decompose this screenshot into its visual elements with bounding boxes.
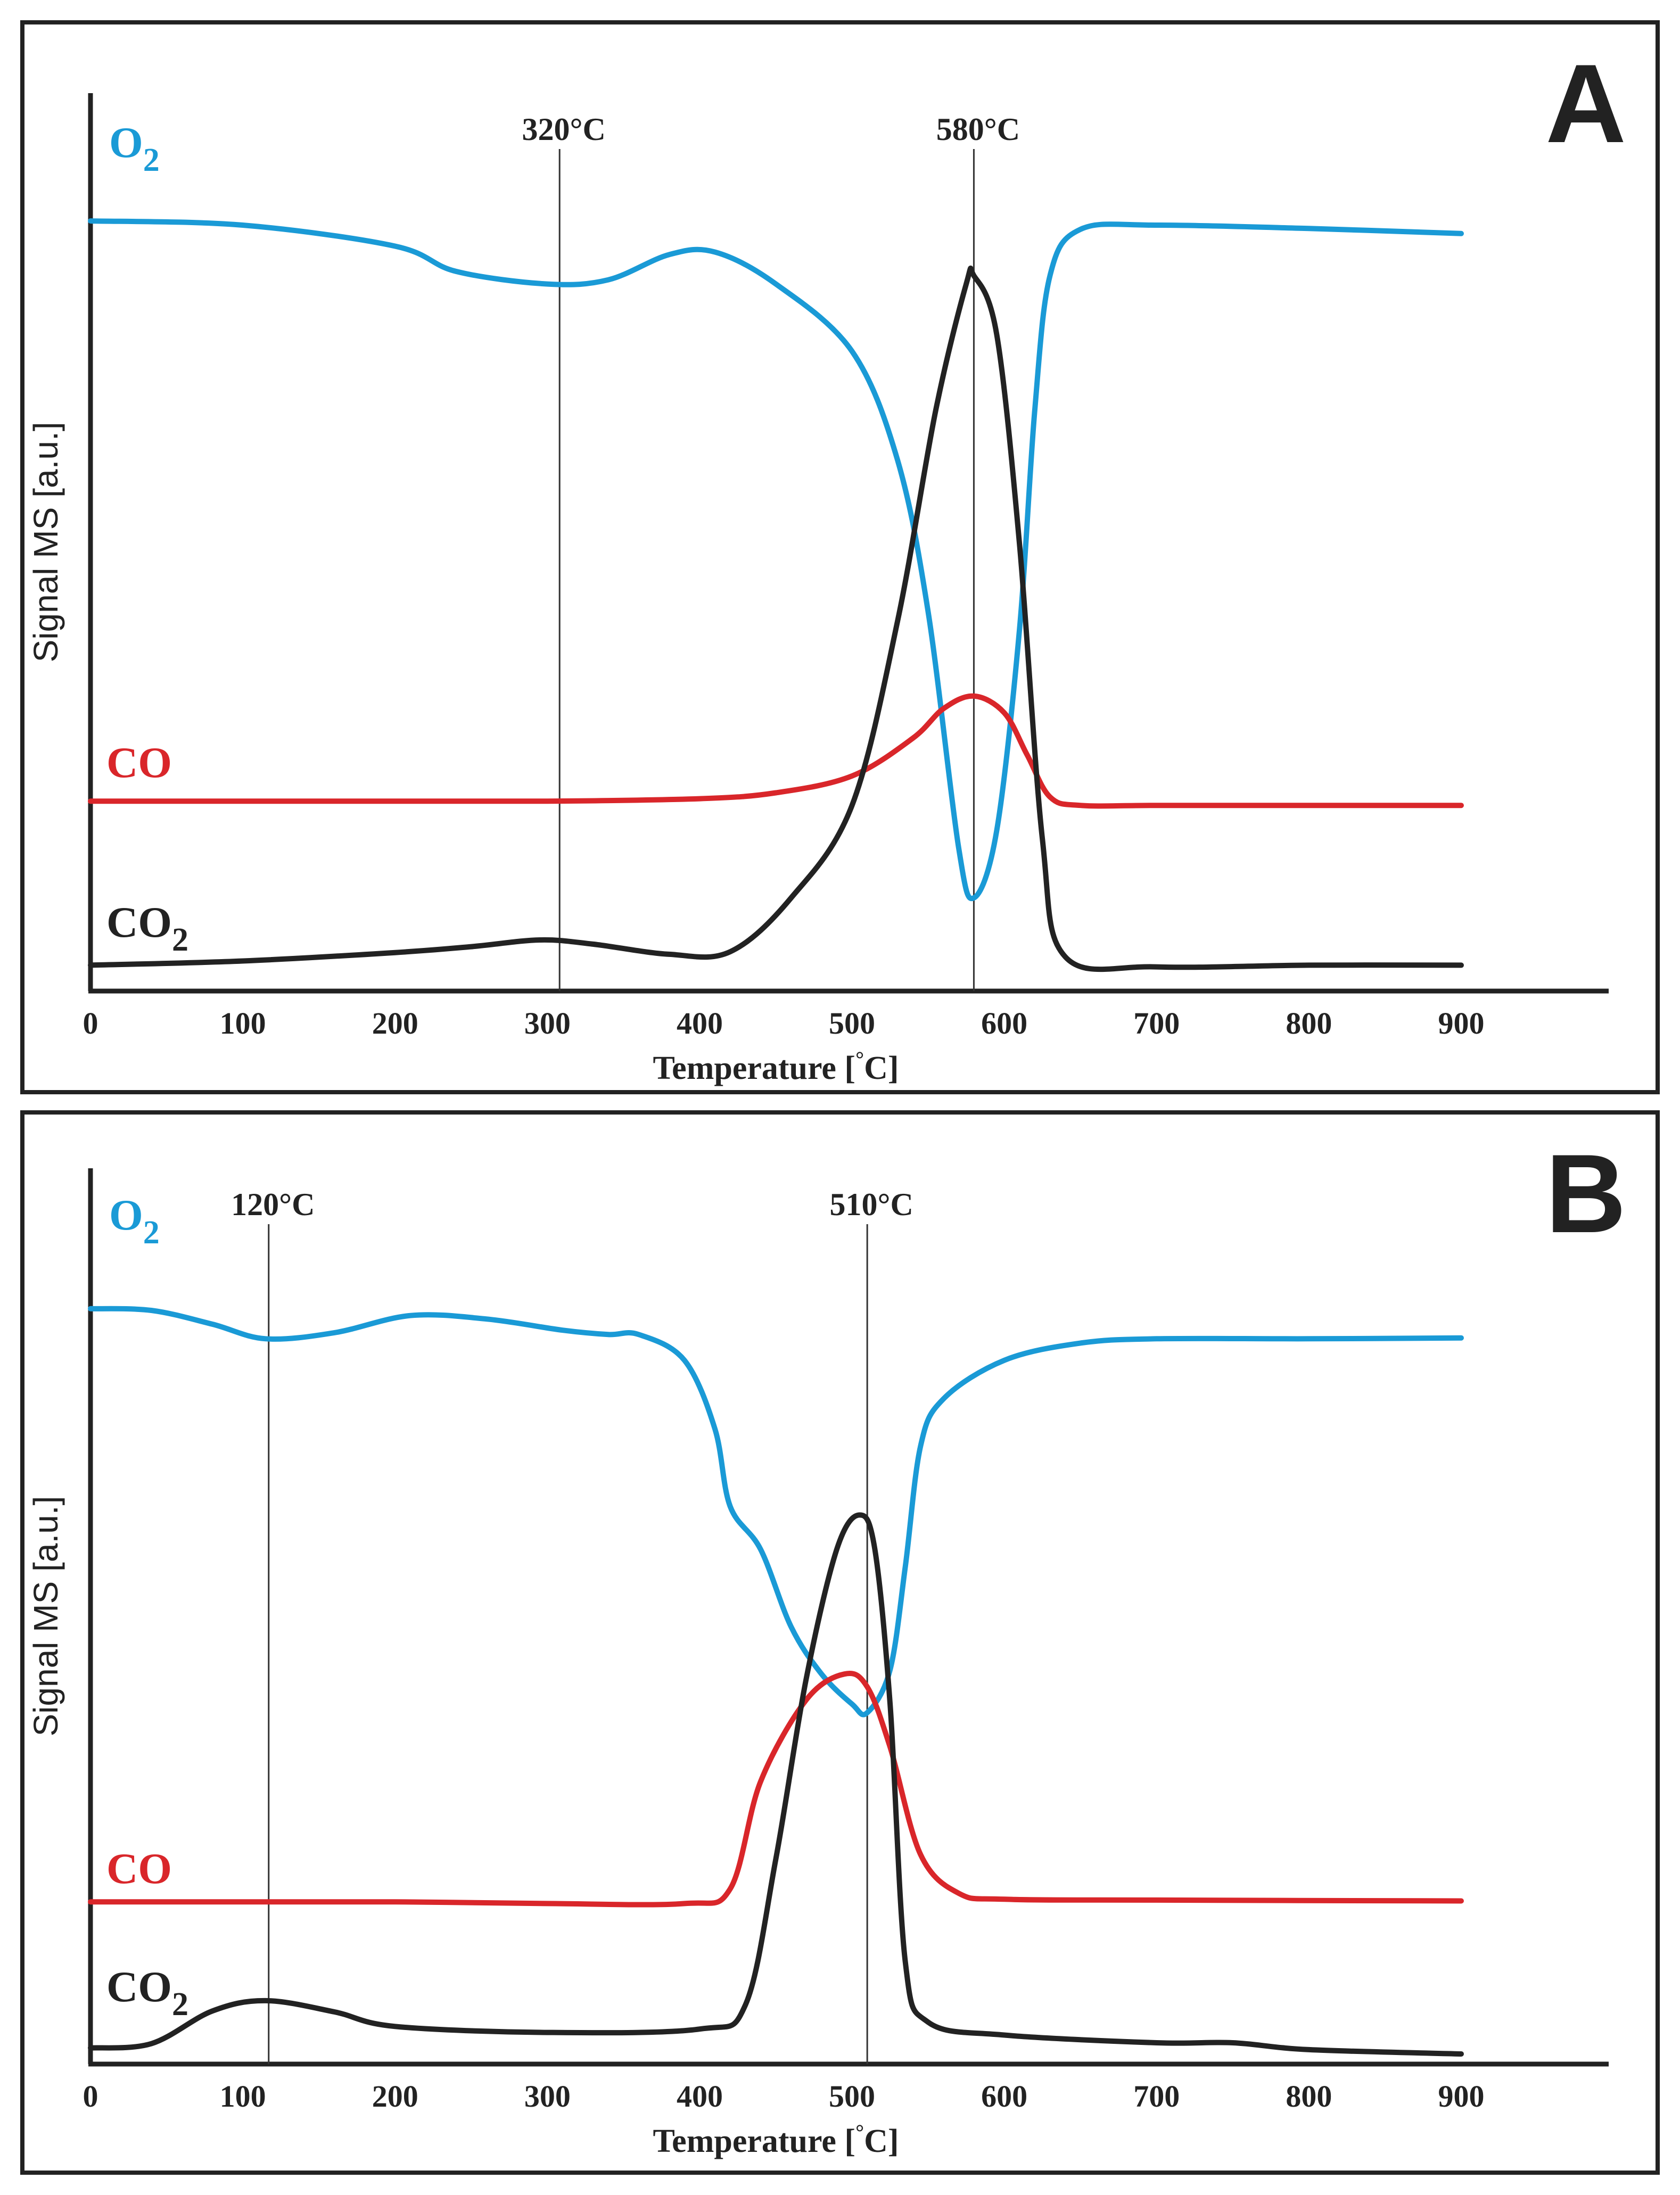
series-line-o2: [88, 218, 1464, 902]
x-tick-label: 0: [83, 1006, 98, 1041]
series-label-co2: CO2: [106, 1962, 188, 2023]
x-tick-label: 300: [524, 1006, 571, 1041]
series-label-co2: CO2: [106, 898, 188, 958]
x-tick-label: 500: [829, 2079, 875, 2114]
panel-frame: [20, 1110, 1660, 2175]
panel-label: B: [1545, 1131, 1626, 1256]
x-tick-label: 100: [220, 2079, 266, 2114]
x-tick-label: 100: [220, 1006, 266, 1041]
panel-frame: [20, 20, 1660, 1094]
x-tick-label: 200: [372, 2079, 418, 2114]
temperature-marker-label: 120°C: [231, 1187, 315, 1222]
series-label-o2: O2: [109, 1191, 160, 1251]
series-line-o2: [88, 1306, 1464, 1718]
x-axis-label: Temperature [°C]: [653, 1047, 899, 1086]
x-axis-label: Temperature [°C]: [653, 2120, 899, 2159]
series-line-co: [88, 693, 1464, 809]
x-tick-label: 800: [1286, 2079, 1332, 2114]
x-tick-label: 300: [524, 2079, 571, 2114]
series-line-co2: [88, 1512, 1464, 2057]
series-line-co2: [88, 266, 1464, 972]
x-tick-label: 800: [1286, 1006, 1332, 1041]
y-axis-label: Signal MS [a.u.]: [27, 1496, 65, 1737]
series-label-co: CO: [106, 1844, 172, 1893]
x-tick-label: 400: [677, 2079, 723, 2114]
series-label-co: CO: [106, 738, 172, 787]
x-tick-label: 900: [1438, 1006, 1485, 1041]
chart-panel-b: 0 100 200 300 400 500 600 700 800 900 Temperature …: [20, 1110, 1660, 2175]
temperature-marker-label: 320°C: [522, 112, 606, 147]
x-tick-label: 700: [1133, 2079, 1180, 2114]
x-tick-label: 200: [372, 1006, 418, 1041]
panel-label: A: [1545, 41, 1626, 166]
y-axis-label: Signal MS [a.u.]: [27, 422, 65, 663]
x-tick-label: 500: [829, 1006, 875, 1041]
temperature-marker-label: 580°C: [936, 112, 1020, 147]
x-tick-label: 0: [83, 2079, 98, 2114]
x-tick-label: 400: [677, 1006, 723, 1041]
x-tick-label: 600: [981, 2079, 1027, 2114]
x-tick-label: 700: [1133, 1006, 1180, 1041]
series-line-co: [88, 1671, 1464, 1908]
chart-panel-a: 0 100 200 300 400 500 600 700 800 900 Temperature …: [20, 20, 1660, 1094]
x-tick-label: 600: [981, 1006, 1027, 1041]
series-label-o2: O2: [109, 118, 160, 178]
temperature-marker-label: 510°C: [830, 1187, 913, 1222]
x-tick-label: 900: [1438, 2079, 1485, 2114]
